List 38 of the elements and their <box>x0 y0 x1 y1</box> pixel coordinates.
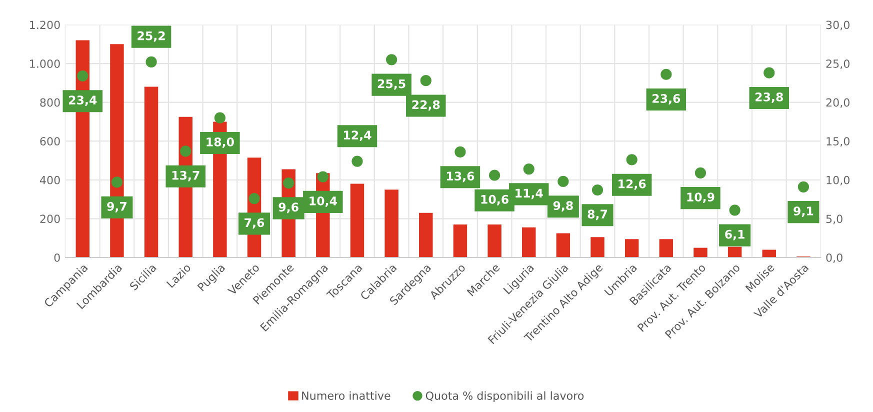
data-label: 23,4 <box>69 96 97 106</box>
y2-tick-label: 30,0 <box>826 20 850 30</box>
data-label: 10,6 <box>481 194 508 206</box>
legend-label: Numero inattive <box>302 391 390 400</box>
data-label: 10,4 <box>310 196 337 207</box>
y2-tick-label: 0,0 <box>826 253 842 264</box>
data-label: 9,6 <box>278 202 298 214</box>
data-label: 9,7 <box>107 202 126 212</box>
data-label: 18,0 <box>206 137 234 148</box>
data-label: 12,6 <box>618 179 646 190</box>
data-label: 25,5 <box>378 79 406 90</box>
data-label: 9,8 <box>553 201 573 212</box>
data-label: 23,6 <box>652 94 680 104</box>
y-tick-label: 800 <box>40 98 60 107</box>
data-label: 25,2 <box>138 31 165 42</box>
data-label: 6,1 <box>725 230 744 240</box>
y-tick-label: 600 <box>40 137 60 146</box>
data-label: 8,7 <box>588 210 608 220</box>
y-tick-label: 200 <box>40 214 60 224</box>
data-label: 9,1 <box>794 206 814 217</box>
data-label: 23,8 <box>756 92 783 103</box>
y-tick-label: 0 <box>54 253 60 262</box>
data-label: 10,9 <box>687 192 714 204</box>
y2-tick-label: 15,0 <box>826 137 850 147</box>
y2-tick-label: 10,0 <box>826 176 850 186</box>
y-tick-label: 1.000 <box>30 59 60 68</box>
y-tick-label: 1.200 <box>30 20 60 30</box>
data-label: 22,8 <box>412 100 440 111</box>
data-label: 11,4 <box>516 188 543 200</box>
y2-tick-label: 20,0 <box>826 98 850 108</box>
data-label: 7,6 <box>244 218 264 229</box>
y2-tick-label: 5,0 <box>826 214 842 224</box>
data-label: 12,4 <box>344 130 372 142</box>
data-label: 13,7 <box>172 170 200 182</box>
y2-tick-label: 25,0 <box>826 59 850 70</box>
data-label: 13,6 <box>446 172 474 182</box>
legend-label: Quota % disponibili al lavoro <box>426 391 584 402</box>
y-tick-label: 400 <box>40 176 60 184</box>
